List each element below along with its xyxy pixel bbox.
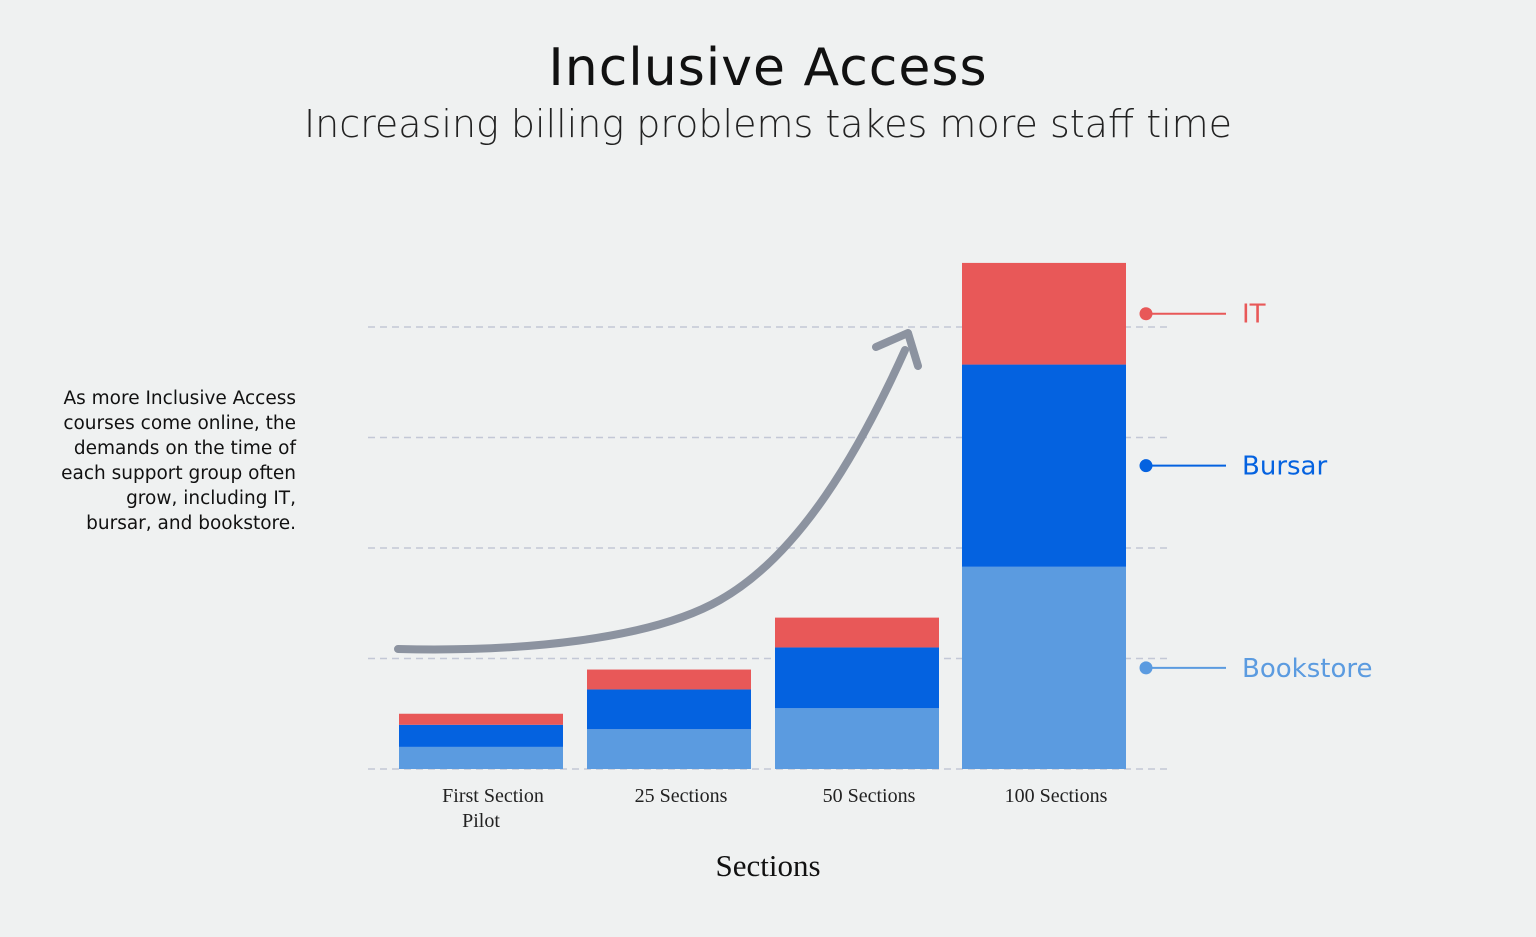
legend-marker	[1139, 661, 1153, 675]
x-axis-title: Sections	[715, 848, 821, 883]
legend-marker	[1139, 307, 1153, 321]
bar-it-2	[587, 669, 751, 690]
legend-label-it: IT	[1242, 300, 1266, 330]
x-tick-label: First Section Pilot	[442, 785, 544, 832]
x-tick-label: 100 Sections	[1005, 785, 1108, 807]
bar-bursar-3	[775, 647, 939, 709]
chart-title: Inclusive Access	[548, 38, 988, 98]
chart-subtitle: Increasing billing problems takes more s…	[303, 102, 1233, 146]
bar-bookstore-2	[587, 729, 751, 769]
bar-bursar-2	[587, 689, 751, 730]
legend-label-bookstore: Bookstore	[1242, 654, 1372, 684]
trend-arrow-head	[872, 329, 922, 370]
bar-bursar-1	[399, 724, 563, 747]
bar-bookstore-1	[399, 746, 563, 769]
trend-arrow	[394, 346, 909, 654]
bar-it-3	[775, 617, 939, 648]
bar-bursar-4	[962, 364, 1126, 567]
bar-it-1	[399, 713, 563, 725]
annotation-text: As more Inclusive Access courses come on…	[61, 388, 296, 534]
bar-bookstore-4	[962, 566, 1126, 769]
x-tick-label: 50 Sections	[823, 785, 916, 807]
bar-bookstore-3	[775, 708, 939, 769]
x-tick-label: 25 Sections	[635, 785, 728, 807]
legend-label-bursar: Bursar	[1242, 452, 1327, 482]
legend-marker	[1139, 459, 1153, 473]
bar-it-4	[962, 262, 1126, 365]
